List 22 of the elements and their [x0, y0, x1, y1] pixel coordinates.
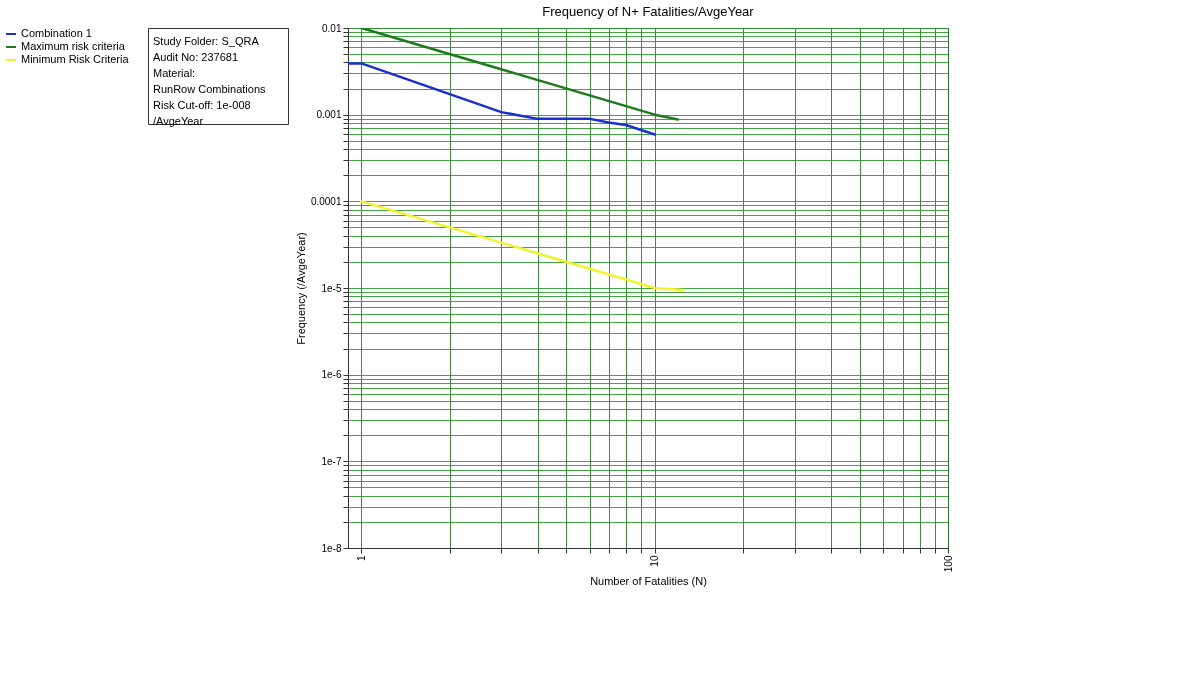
text: RunRow Combinations: [153, 83, 266, 95]
legend-label: Combination 1: [21, 27, 92, 39]
x-tick-label: 10: [649, 555, 661, 567]
y-tick-label: 0.01: [322, 22, 342, 34]
y-tick-label: 0.001: [316, 109, 342, 121]
x-tick-label: 1: [355, 555, 367, 562]
x-tick-label: 100: [942, 555, 954, 573]
text: Material:: [153, 67, 196, 79]
y-axis-title: Frequency (/AvgeYear): [294, 232, 307, 345]
y-tick-label: 1e-7: [321, 455, 342, 467]
text: Study Folder: S_QRA: [153, 35, 260, 47]
y-tick-label: 1e-8: [321, 542, 342, 554]
y-tick-label: 1e-6: [321, 369, 342, 381]
y-tick-label: 0.0001: [310, 195, 342, 207]
text: Audit No: 237681: [153, 51, 239, 63]
legend-label: Minimum Risk Criteria: [21, 53, 130, 65]
text: Risk Cut-off: 1e-008: [153, 99, 251, 111]
y-tick-label: 1e-5: [321, 282, 342, 294]
legend-label: Maximum risk criteria: [21, 40, 126, 52]
text: /AvgeYear: [153, 115, 204, 127]
x-axis-title: Number of Fatalities (N): [590, 575, 707, 588]
chart-title: Frequency of N+ Fatalities/AvgeYear: [542, 4, 755, 19]
